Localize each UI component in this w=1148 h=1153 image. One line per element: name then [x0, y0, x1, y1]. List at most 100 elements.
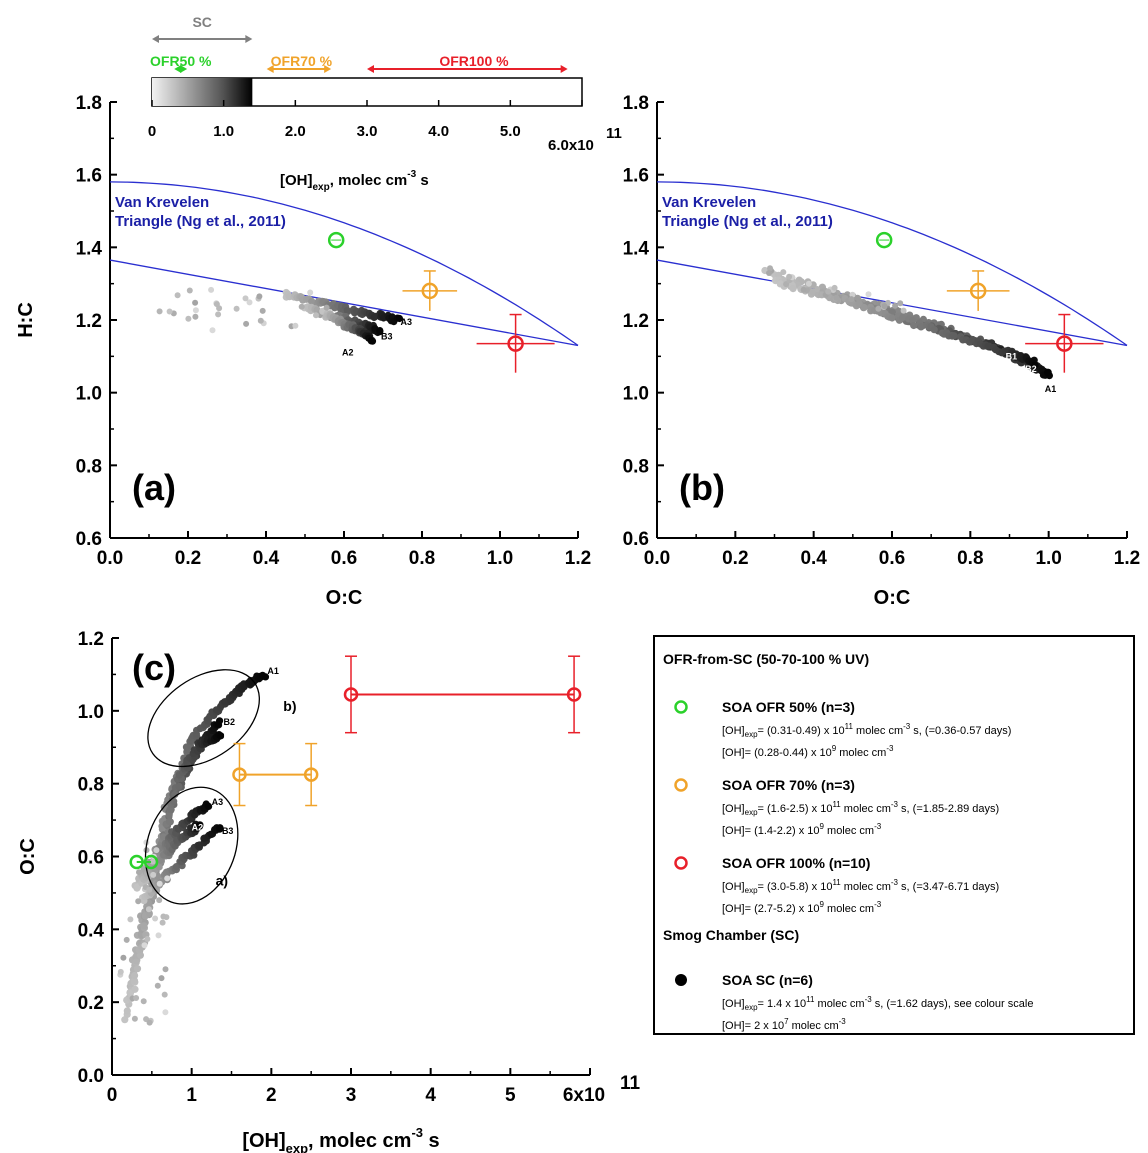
- panel-label: (a): [132, 467, 176, 508]
- sc-data-point: [216, 824, 224, 832]
- soa-ofr-70--point: [969, 282, 987, 300]
- sc-data-point: [899, 313, 907, 321]
- trace-label-b1: B1: [224, 731, 236, 741]
- legend-entry-ofr-100-oh-exp-line: [OH]exp= (3.0-5.8) x 1011 molec cm-3 s, …: [722, 878, 999, 895]
- y-tick-label: 0.2: [78, 993, 104, 1014]
- van-krevelen-upper-curve: [109, 181, 579, 346]
- sc-data-point: [160, 913, 167, 920]
- sc-data-point: [848, 296, 855, 303]
- panel-label: (c): [132, 647, 176, 688]
- sc-data-point: [1044, 368, 1052, 376]
- group-b-label: b): [283, 698, 296, 714]
- van-krevelen-lower-line: [656, 259, 1128, 347]
- panel-a-chart: 0.0 0.2 0.4 0.6 0.8 1.0 1.2 0.6 0.8 1.0 1.2 1.4 1.6 1…: [15, 93, 591, 609]
- x-tick-label: 0.2: [722, 548, 748, 569]
- sc-data-point: [343, 306, 351, 314]
- trace-label-b3: B3: [381, 331, 393, 341]
- y-tick-label: 0.8: [623, 456, 649, 477]
- sc-data-point: [860, 303, 868, 312]
- colorbar-title: [OH]exp, molec cm-3 s: [280, 169, 429, 193]
- sc-data-point: [164, 875, 171, 882]
- range-sc-label: SC: [192, 14, 211, 30]
- sc-data-point: [152, 915, 159, 922]
- y-tick-label: 1.0: [623, 384, 649, 405]
- sc-data-point: [149, 858, 156, 865]
- sc-data-point: [800, 286, 807, 293]
- sc-data-point: [208, 286, 215, 293]
- sc-data-point: [205, 802, 213, 811]
- sc-data-point: [767, 265, 773, 272]
- sc-data-point: [215, 311, 222, 318]
- x-tick-label: 0.4: [800, 548, 827, 569]
- y-tick-label: 1.4: [623, 238, 650, 259]
- legend-entry-sc-oh-exp-line: [OH]exp= 1.4 x 1011 molec cm-3 s, (=1.62…: [722, 995, 1033, 1012]
- sc-data-point: [136, 869, 142, 876]
- sc-data-point: [950, 332, 958, 340]
- y-tick-label: 0.4: [78, 920, 105, 941]
- x-tick-label: 6x10: [563, 1085, 605, 1106]
- sc-data-point: [123, 936, 130, 943]
- range-sc-arrow-head-left: [152, 35, 159, 43]
- sc-data-point: [1031, 361, 1039, 369]
- legend-header-ofr: OFR-from-SC (50-70-100 % UV): [663, 651, 869, 667]
- y-tick-label: 1.0: [78, 702, 104, 723]
- legend-box: OFR-from-SC (50-70-100 % UV) SOA OFR 50% …: [653, 635, 1135, 1035]
- sc-data-point: [900, 307, 907, 314]
- sc-data-point: [133, 958, 140, 965]
- sc-data-point: [192, 307, 199, 314]
- y-tick-label: 1.8: [623, 93, 649, 114]
- legend-entry-ofr-50-oh-line: [OH]= (0.28-0.44) x 109 molec cm-3: [722, 744, 894, 759]
- van-krevelen-label-line2: Triangle (Ng et al., 2011): [662, 213, 833, 230]
- x-tick-label: 0.2: [175, 548, 201, 569]
- soa-ofr-50--point: [327, 231, 345, 249]
- sc-data-point: [167, 806, 175, 814]
- y-tick-label: 1.2: [76, 311, 102, 332]
- trace-label-a3: A3: [401, 317, 413, 327]
- sc-data-point: [831, 284, 838, 291]
- trace-label-a1: A1: [267, 666, 279, 676]
- sc-data-point: [917, 323, 925, 331]
- sc-data-point: [175, 782, 183, 791]
- colorbar-tick-label: 3.0: [357, 123, 378, 140]
- sc-data-point: [246, 299, 253, 306]
- range-ofr100--arrow-head-left: [367, 65, 374, 73]
- x-tick-label: 4: [425, 1085, 436, 1106]
- trace-label-b1: B1: [1006, 351, 1018, 361]
- legend-entry-ofr-70-oh-exp-line: [OH]exp= (1.6-2.5) x 1011 molec cm-3 s, …: [722, 800, 999, 817]
- x-axis-label: O:C: [326, 587, 363, 609]
- sc-data-point: [123, 1007, 131, 1015]
- colorbar-tick-label: 0: [148, 123, 156, 140]
- x-tick-label: 0.8: [409, 548, 435, 569]
- legend-entry-ofr-70-oh-line: [OH]= (1.4-2.2) x 109 molec cm-3: [722, 822, 882, 837]
- panel-label: (b): [679, 467, 725, 508]
- sc-data-point: [140, 922, 148, 930]
- sc-data-point: [127, 916, 134, 923]
- trace-label-b2: B2: [224, 717, 236, 727]
- soa-ofr-70--point: [421, 282, 439, 300]
- trace-label-b2: B2: [1025, 364, 1037, 374]
- legend-frame: [653, 635, 1135, 1035]
- sc-data-point: [192, 313, 199, 320]
- legend-entry-ofr-50-title: SOA OFR 50% (n=3): [722, 699, 855, 715]
- range-ofr50--arrow-head-left: [174, 65, 182, 73]
- colorbar-tick-label: 6.0x10: [548, 137, 594, 154]
- sc-data-point: [780, 269, 787, 276]
- sc-data-point: [155, 932, 162, 939]
- sc-data-point: [766, 270, 772, 276]
- range-ofr70--arrow-head-right: [324, 65, 332, 73]
- x-tick-label: 1.0: [487, 548, 513, 569]
- legend-entry-ofr-70-title: SOA OFR 70% (n=3): [722, 777, 855, 793]
- range-sc-arrow-head-right: [245, 35, 253, 43]
- x-axis-label: [OH]exp, molec cm-3 s: [242, 1125, 439, 1153]
- sc-data-point: [150, 871, 157, 878]
- sc-data-point: [892, 302, 899, 309]
- x-tick-label: 5: [505, 1085, 516, 1106]
- y-tick-label: 1.6: [623, 166, 649, 187]
- sc-data-point: [243, 320, 250, 327]
- soa-ofr-100--point: [507, 335, 524, 352]
- trace-label-a2: A2: [342, 348, 354, 358]
- colorbar-tick-label: 4.0: [428, 123, 449, 140]
- legend-entry-ofr-50-oh-exp-line: [OH]exp= (0.31-0.49) x 1011 molec cm-3 s…: [722, 722, 1011, 739]
- sc-data-point: [159, 919, 166, 926]
- sc-data-point: [131, 1015, 138, 1022]
